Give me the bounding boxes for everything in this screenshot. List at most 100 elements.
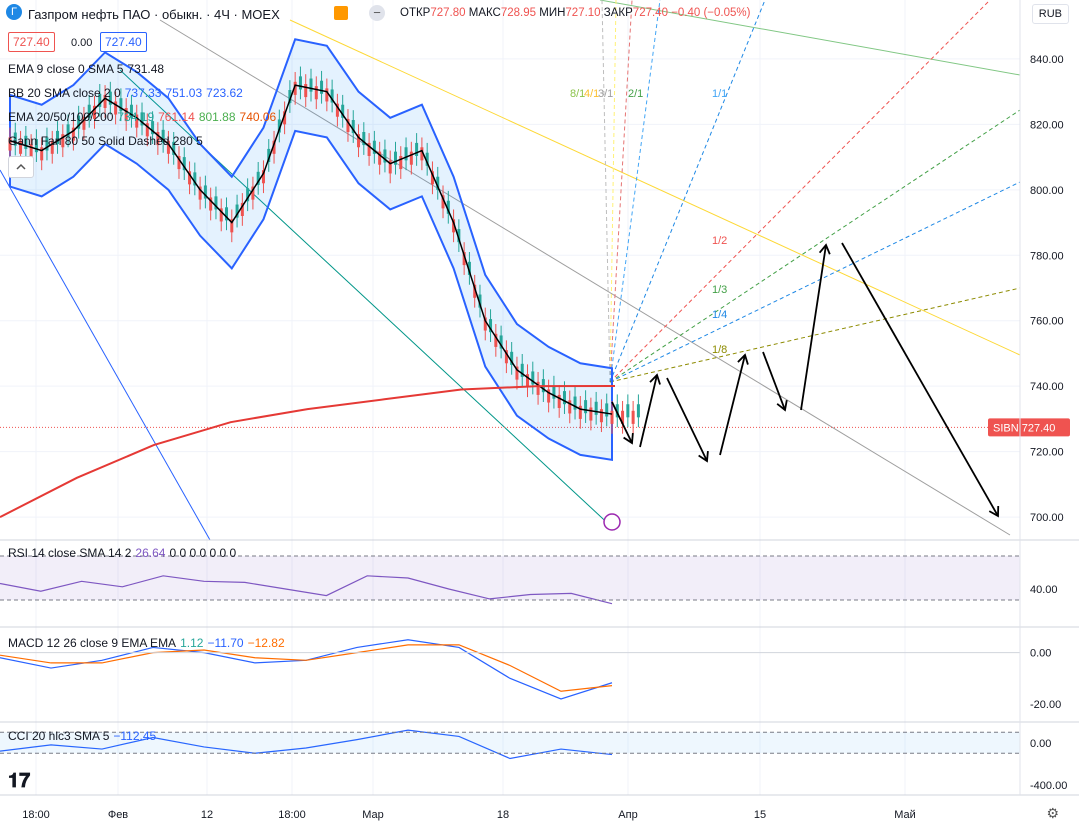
candle-body xyxy=(467,261,471,275)
candle-body xyxy=(145,123,149,137)
candle-body xyxy=(578,405,582,419)
candle-body xyxy=(420,147,424,161)
y-tick-label: 800.00 xyxy=(1030,185,1064,197)
candle-body xyxy=(230,219,234,233)
candle-body xyxy=(103,94,107,108)
legend-macd[interactable]: MACD 12 26 close 9 EMA EMA 1.12 −11.70 −12.… xyxy=(8,636,285,650)
forecast-arrow xyxy=(841,242,999,517)
x-tick-label: Апр xyxy=(618,809,637,821)
y-tick-label: 840.00 xyxy=(1030,54,1064,66)
forecast-arrowhead xyxy=(649,373,661,385)
candle-body xyxy=(531,371,535,385)
candle-body xyxy=(404,147,408,161)
x-tick-label: Мар xyxy=(362,809,384,821)
flag-icon[interactable] xyxy=(334,6,348,20)
candle-body xyxy=(610,410,614,424)
candle-body xyxy=(636,404,640,418)
cci-line xyxy=(0,729,613,760)
candle-body xyxy=(209,197,213,211)
forecast-arrow xyxy=(666,377,708,462)
minus-icon[interactable]: − xyxy=(369,5,385,21)
candle-body xyxy=(29,144,33,158)
candle-body xyxy=(166,140,170,154)
candle-body xyxy=(409,151,413,165)
forecast-arrowhead xyxy=(988,505,1000,518)
y-tick-label: 700.00 xyxy=(1030,512,1064,524)
candle-body xyxy=(383,149,387,163)
gann-fan-label: 4/1 xyxy=(584,88,599,100)
candle-body xyxy=(34,139,38,153)
candle-body xyxy=(594,401,598,415)
legend-bb[interactable]: BB 20 SMA close 2 0 737.33 751.03 723.62 xyxy=(8,86,243,100)
candle-body xyxy=(108,91,112,105)
candle-body xyxy=(520,363,524,377)
forecast-arrowhead xyxy=(737,353,749,365)
candle-body xyxy=(515,366,519,380)
price-layer: SIBN 727.40 xyxy=(0,38,1070,518)
collapse-legend-button[interactable] xyxy=(8,156,34,178)
forecast-arrow xyxy=(611,401,633,444)
forecast-arrow xyxy=(639,374,658,448)
rsi-line xyxy=(0,575,613,605)
gann-fan-line xyxy=(601,0,611,383)
candle-body xyxy=(298,76,302,90)
candle-body xyxy=(388,160,392,174)
candle-body xyxy=(441,195,445,209)
candle-body xyxy=(621,410,625,424)
candle-body xyxy=(182,157,186,171)
forecast-arrowhead xyxy=(818,243,831,255)
bollinger-band xyxy=(9,38,613,462)
candle-body xyxy=(71,127,75,141)
macd-line xyxy=(0,644,613,692)
legend-rsi[interactable]: RSI 14 close SMA 14 2 26.64 0 0 0 0 0 0 0 xyxy=(8,546,237,560)
candle-body xyxy=(267,148,271,162)
y-tick-label: 740.00 xyxy=(1030,381,1064,393)
gann-fan-label: 1/4 xyxy=(712,309,727,321)
price-tag-bg xyxy=(988,418,1070,437)
candle-body xyxy=(198,186,202,200)
legend-ema-multi[interactable]: EMA 20/50/100/200 734.19 761.14 801.88 740.0… xyxy=(8,110,277,124)
legend-gann[interactable]: Gann Fan 80 50 Solid Dashed 280 5 xyxy=(8,134,203,148)
candle-body xyxy=(272,140,276,154)
candle-body xyxy=(82,116,86,130)
drawings-layer: 8/14/13/1 2/1 1/1 1/2 1/3 1/4 1/8 xyxy=(0,0,1021,541)
gear-icon[interactable]: ⚙ xyxy=(1046,805,1059,821)
candle-body xyxy=(362,132,366,146)
candle-body xyxy=(510,351,514,365)
candle-body xyxy=(219,208,223,222)
gann-fan-label: 3/1 xyxy=(598,88,613,100)
candle-body xyxy=(98,93,102,107)
candle-body xyxy=(335,103,339,117)
symbol-title[interactable]: Газпром нефть ПАО · обыкн. · 4Ч · MOEX xyxy=(28,7,280,22)
ema9-line xyxy=(9,84,613,415)
symbol-header: Г Газпром нефть ПАО · обыкн. · 4Ч · MOEX… xyxy=(0,0,1020,28)
candle-body xyxy=(399,156,403,170)
buy-button[interactable]: 727.40 xyxy=(100,32,147,52)
candle-body xyxy=(261,170,265,184)
forecast-arrow xyxy=(719,354,746,456)
candle-body xyxy=(599,409,603,423)
candle-body xyxy=(325,88,329,102)
candle-body xyxy=(351,120,355,134)
legend-ema9[interactable]: EMA 9 close 0 SMA 5 731.48 xyxy=(8,62,165,76)
forecast-arrow xyxy=(762,351,786,411)
candle-body xyxy=(8,137,12,151)
candle-body xyxy=(304,84,308,98)
candle-body xyxy=(346,118,350,132)
macd-tick-label: -20.00 xyxy=(1030,699,1061,711)
currency-selector[interactable]: RUB xyxy=(1031,4,1069,24)
candle-body xyxy=(330,89,334,103)
candle-body xyxy=(246,188,250,202)
legend-cci[interactable]: CCI 20 hlc3 SMA 5 −112.45 xyxy=(8,729,157,743)
candle-body xyxy=(589,407,593,421)
candle-body xyxy=(124,108,128,122)
gann-fan-label: 2/1 xyxy=(628,88,643,100)
sell-button[interactable]: 727.40 xyxy=(8,32,55,52)
candle-body xyxy=(430,171,434,185)
x-tick-label: 12 xyxy=(201,809,213,821)
y-tick-label: 720.00 xyxy=(1030,447,1064,459)
candle-body xyxy=(605,403,609,417)
candle-body xyxy=(50,140,54,154)
